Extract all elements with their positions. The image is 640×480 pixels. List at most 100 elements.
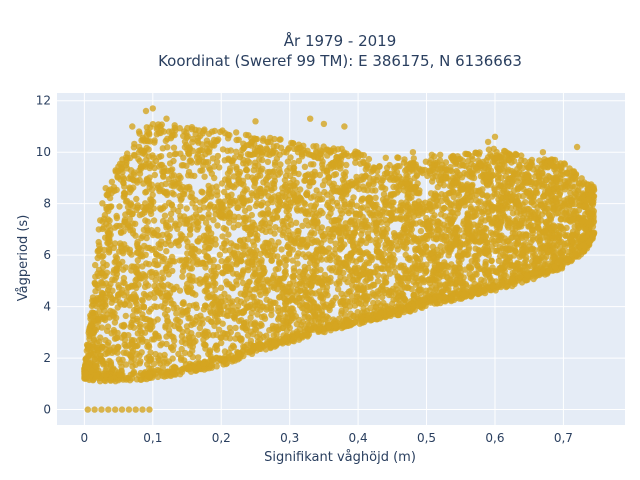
scatter-point — [464, 210, 471, 217]
scatter-point — [385, 239, 393, 246]
scatter-point — [272, 323, 280, 330]
scatter-point — [155, 261, 162, 268]
scatter-point — [418, 200, 425, 207]
scatter-point — [436, 274, 443, 282]
scatter-point — [473, 271, 480, 278]
scatter-point — [170, 285, 177, 292]
scatter-point — [146, 174, 153, 181]
scatter-point — [257, 250, 264, 258]
scatter-point — [461, 241, 469, 248]
scatter-point — [244, 173, 251, 180]
scatter-point — [248, 224, 255, 231]
scatter-point — [507, 190, 514, 197]
scatter-point — [391, 215, 398, 222]
scatter-point — [488, 193, 496, 200]
scatter-point — [447, 276, 454, 283]
scatter-point — [189, 347, 196, 355]
scatter-point — [277, 161, 284, 168]
scatter-point — [509, 210, 517, 217]
scatter-point — [95, 315, 102, 323]
scatter-points — [81, 105, 598, 413]
scatter-point — [470, 162, 478, 170]
scatter-point — [273, 214, 281, 221]
scatter-point — [156, 352, 164, 359]
scatter-point — [280, 229, 287, 236]
scatter-point — [426, 217, 433, 224]
scatter-point — [235, 273, 242, 280]
scatter-point — [525, 187, 533, 195]
scatter-point — [473, 205, 480, 213]
scatter-point — [105, 203, 113, 210]
scatter-point — [233, 278, 240, 285]
scatter-point — [303, 172, 310, 179]
scatter-point — [325, 304, 332, 312]
scatter-point — [289, 296, 296, 303]
scatter-point — [341, 203, 348, 211]
scatter-point — [260, 313, 268, 320]
scatter-point — [100, 259, 107, 266]
scatter-point — [329, 198, 336, 205]
scatter-point — [303, 289, 310, 296]
scatter-point — [160, 282, 167, 290]
scatter-point — [318, 312, 326, 319]
scatter-point — [284, 167, 291, 174]
scatter-point — [468, 174, 476, 181]
scatter-point — [199, 278, 206, 286]
scatter-point — [233, 163, 240, 171]
scatter-point — [317, 266, 324, 273]
scatter-point — [166, 160, 174, 167]
scatter-point — [198, 214, 206, 221]
scatter-point — [92, 362, 99, 369]
scatter-point — [487, 181, 494, 188]
scatter-point — [289, 305, 296, 312]
scatter-point — [118, 164, 125, 171]
scatter-point — [250, 293, 257, 301]
scatter-point — [127, 227, 134, 234]
scatter-point — [142, 292, 150, 299]
scatter-point — [400, 295, 407, 302]
scatter-point — [104, 228, 111, 235]
scatter-point — [500, 187, 507, 195]
scatter-point — [349, 152, 356, 159]
scatter-point — [313, 187, 320, 194]
scatter-point — [492, 247, 499, 255]
scatter-point — [177, 150, 184, 157]
scatter-point — [121, 241, 128, 248]
scatter-point — [429, 228, 436, 235]
scatter-point — [237, 151, 244, 158]
scatter-point — [104, 341, 111, 349]
scatter-point — [315, 239, 322, 246]
scatter-point — [248, 309, 255, 316]
scatter-point — [282, 321, 289, 328]
scatter-point — [468, 258, 475, 265]
scatter-point — [118, 322, 126, 329]
scatter-point — [186, 314, 194, 322]
scatter-point — [218, 334, 225, 341]
scatter-point — [95, 238, 102, 246]
scatter-point — [561, 202, 569, 209]
scatter-point — [166, 232, 173, 240]
scatter-point — [173, 316, 180, 324]
scatter-point — [240, 144, 248, 151]
scatter-point — [360, 159, 368, 167]
scatter-point — [143, 224, 150, 231]
scatter-point — [383, 198, 390, 205]
scatter-point — [108, 349, 116, 356]
scatter-point — [409, 209, 417, 216]
scatter-point — [439, 288, 446, 296]
scatter-point — [175, 207, 182, 215]
scatter-point — [587, 190, 595, 198]
scatter-point — [329, 265, 336, 272]
scatter-point — [229, 270, 237, 277]
scatter-point — [262, 249, 269, 256]
scatter-point — [435, 226, 443, 234]
scatter-point — [184, 133, 191, 140]
scatter-point — [573, 210, 580, 217]
scatter-point — [314, 196, 321, 203]
scatter-point — [273, 155, 281, 162]
scatter-point — [217, 201, 224, 208]
scatter-point — [91, 355, 99, 363]
scatter-point — [391, 165, 398, 172]
scatter-point — [201, 243, 209, 250]
